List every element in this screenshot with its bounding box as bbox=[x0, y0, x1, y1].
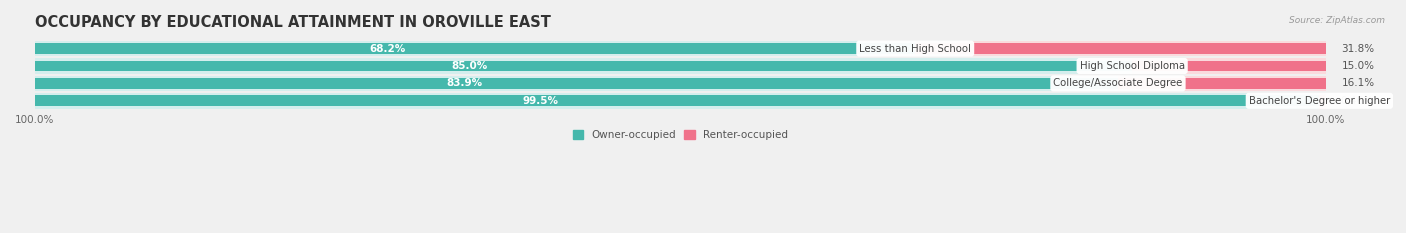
Text: 0.46%: 0.46% bbox=[1341, 96, 1374, 106]
Bar bbox=[1319, 93, 1326, 109]
Bar bbox=[35, 43, 915, 54]
Bar bbox=[35, 96, 1319, 106]
Text: 85.0%: 85.0% bbox=[451, 61, 488, 71]
Bar bbox=[1132, 58, 1326, 74]
Text: Less than High School: Less than High School bbox=[859, 44, 972, 54]
Bar bbox=[35, 58, 1326, 74]
Text: 31.8%: 31.8% bbox=[1341, 44, 1375, 54]
Bar bbox=[1319, 96, 1326, 106]
Legend: Owner-occupied, Renter-occupied: Owner-occupied, Renter-occupied bbox=[568, 126, 792, 144]
Bar bbox=[915, 43, 1326, 54]
Bar bbox=[35, 41, 1326, 56]
Text: 68.2%: 68.2% bbox=[370, 44, 405, 54]
Text: 83.9%: 83.9% bbox=[446, 78, 482, 88]
Text: 99.5%: 99.5% bbox=[523, 96, 558, 106]
Bar bbox=[1118, 78, 1326, 89]
Bar bbox=[1118, 75, 1326, 91]
Bar bbox=[35, 75, 1326, 91]
Text: College/Associate Degree: College/Associate Degree bbox=[1053, 78, 1182, 88]
Text: 16.1%: 16.1% bbox=[1341, 78, 1375, 88]
Bar bbox=[1132, 61, 1326, 71]
Bar bbox=[35, 93, 1326, 109]
Text: OCCUPANCY BY EDUCATIONAL ATTAINMENT IN OROVILLE EAST: OCCUPANCY BY EDUCATIONAL ATTAINMENT IN O… bbox=[35, 15, 551, 30]
Text: High School Diploma: High School Diploma bbox=[1080, 61, 1185, 71]
Bar bbox=[915, 41, 1326, 56]
Bar bbox=[35, 61, 1132, 71]
Text: Source: ZipAtlas.com: Source: ZipAtlas.com bbox=[1289, 16, 1385, 25]
Text: 15.0%: 15.0% bbox=[1341, 61, 1374, 71]
Text: Bachelor's Degree or higher: Bachelor's Degree or higher bbox=[1249, 96, 1391, 106]
Bar bbox=[35, 78, 1118, 89]
